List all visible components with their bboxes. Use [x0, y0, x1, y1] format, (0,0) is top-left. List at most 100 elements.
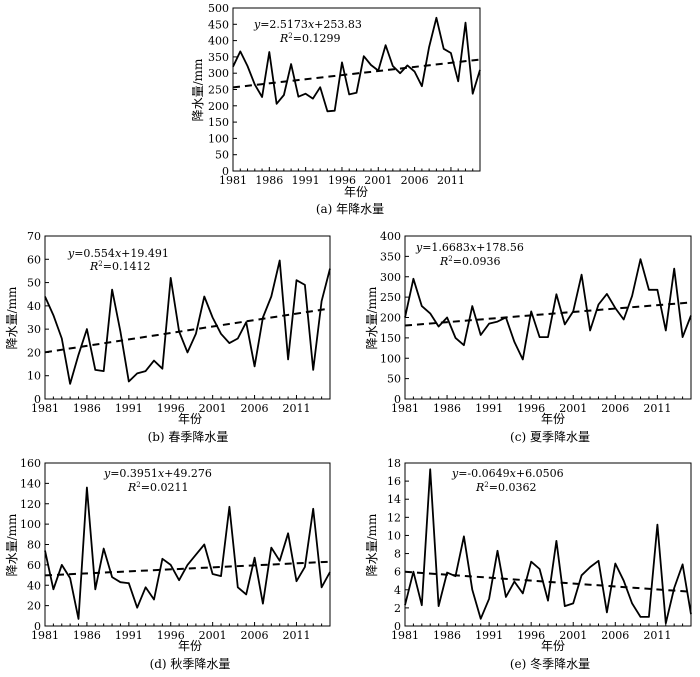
series-line — [44, 486, 331, 620]
r-squared: R2=0.1412 — [89, 260, 150, 273]
x-tick-label: 2001 — [364, 174, 392, 187]
y-tick-label: 250 — [208, 84, 229, 97]
y-tick-label: 60 — [27, 559, 41, 572]
y-tick-label: 300 — [380, 271, 401, 284]
y-tick-label: 300 — [208, 67, 229, 80]
r-squared: R2=0.0211 — [127, 481, 188, 494]
y-tick-label: 250 — [380, 291, 401, 304]
r-squared: R2=0.0362 — [475, 481, 536, 494]
chart-panel-d: 0 20 40 60 80 100 120 140 160 1981 1986 1991 1996 200… — [5, 457, 331, 671]
y-tick-label: 120 — [20, 498, 41, 511]
y-tick-label: 160 — [20, 457, 41, 470]
x-tick-label: 1986 — [433, 402, 461, 415]
plot-frame — [44, 235, 331, 400]
trend-line — [44, 307, 331, 354]
x-tick-label: 1991 — [292, 174, 320, 187]
trend-line — [404, 301, 692, 327]
y-tick-label: 40 — [27, 300, 41, 313]
x-tick-label: 1981 — [31, 402, 59, 415]
x-tick-label: 1981 — [391, 402, 419, 415]
y-tick-label: 150 — [208, 116, 229, 129]
y-axis-label: 降水量/mm — [365, 286, 379, 349]
x-tick-label: 1996 — [517, 402, 545, 415]
series-line — [404, 468, 692, 625]
y-axis-label: 降水量/mm — [5, 513, 19, 576]
series-line — [404, 258, 692, 361]
y-axis-label: 降水量/mm — [5, 286, 19, 349]
y-tick-label: 4 — [394, 584, 401, 597]
x-tick-label: 2011 — [437, 174, 465, 187]
y-tick-label: 50 — [215, 149, 229, 162]
y-tick-label: 10 — [387, 529, 401, 542]
r-squared: R2=0.1299 — [279, 32, 340, 45]
y-tick-label: 20 — [27, 346, 41, 359]
y-tick-label: 150 — [380, 332, 401, 345]
x-tick-label: 1981 — [391, 629, 419, 642]
regression-equation: y=-0.0649x+6.0506 — [451, 467, 564, 480]
y-tick-label: 2 — [394, 602, 401, 615]
x-tick-label: 2006 — [401, 174, 429, 187]
y-tick-label: 50 — [27, 277, 41, 290]
x-axis-label: 年份 — [178, 412, 202, 426]
x-tick-label: 2011 — [643, 402, 671, 415]
y-axis-label: 降水量/mm — [365, 513, 379, 576]
y-tick-label: 80 — [27, 539, 41, 552]
y-tick-label: 8 — [394, 548, 401, 561]
x-tick-label: 1996 — [328, 174, 356, 187]
chart-panel-c: 0 50 100 150 200 250 300 350 400 1981 1986 1991 1996… — [365, 230, 692, 444]
y-tick-label: 0 — [34, 620, 41, 633]
regression-equation: y=0.554x+19.491 — [67, 247, 169, 260]
y-tick-label: 100 — [380, 352, 401, 365]
regression-equation: y=1.6683x+178.56 — [415, 241, 524, 254]
chart-caption: (e) 冬季降水量 — [510, 656, 590, 671]
x-tick-label: 2011 — [643, 629, 671, 642]
x-tick-label: 1986 — [433, 629, 461, 642]
chart-caption: (c) 夏季降水量 — [510, 430, 590, 444]
x-tick-label: 2006 — [241, 629, 269, 642]
regression-equation: y=2.5173x+253.83 — [253, 18, 362, 31]
regression-equation: y=0.3951x+49.276 — [103, 467, 212, 480]
x-tick-label: 1991 — [475, 629, 503, 642]
series-line — [44, 259, 331, 385]
x-axis-label: 年份 — [541, 639, 565, 653]
y-tick-label: 0 — [394, 620, 401, 633]
y-tick-label: 40 — [27, 579, 41, 592]
chart-caption: (b) 春季降水量 — [148, 430, 229, 444]
y-tick-label: 450 — [208, 18, 229, 31]
y-tick-label: 200 — [380, 312, 401, 325]
x-tick-label: 1996 — [157, 402, 185, 415]
y-tick-label: 400 — [380, 230, 401, 243]
trend-line — [404, 570, 692, 593]
y-tick-label: 500 — [208, 2, 229, 15]
y-tick-label: 0 — [34, 393, 41, 406]
x-tick-label: 1986 — [73, 402, 101, 415]
x-axis-label: 年份 — [541, 412, 565, 426]
x-tick-label: 1991 — [115, 629, 143, 642]
x-axis-label: 年份 — [178, 639, 202, 653]
x-tick-label: 2001 — [199, 402, 227, 415]
y-tick-label: 20 — [27, 600, 41, 613]
y-tick-label: 0 — [222, 165, 229, 178]
y-tick-label: 6 — [394, 566, 401, 579]
y-tick-label: 70 — [27, 230, 41, 243]
x-tick-label: 1996 — [517, 629, 545, 642]
chart-caption: (d) 秋季降水量 — [150, 657, 231, 671]
x-tick-label: 2006 — [601, 402, 629, 415]
y-tick-label: 16 — [387, 475, 401, 488]
y-tick-label: 350 — [208, 51, 229, 64]
x-tick-label: 1991 — [115, 402, 143, 415]
y-tick-label: 12 — [387, 511, 401, 524]
x-tick-label: 2001 — [559, 402, 587, 415]
x-tick-label: 1991 — [475, 402, 503, 415]
r-squared: R2=0.0936 — [439, 255, 500, 268]
x-tick-label: 2006 — [601, 629, 629, 642]
x-tick-label: 1986 — [73, 629, 101, 642]
x-axis-label: 年份 — [344, 185, 368, 199]
y-tick-label: 60 — [27, 253, 41, 266]
y-tick-label: 200 — [208, 100, 229, 113]
chart-panel-b: 0 10 20 30 40 50 60 70 1981 1986 1991 1996 2001 2006 2… — [5, 230, 331, 444]
y-tick-label: 100 — [20, 518, 41, 531]
x-tick-label: 1981 — [219, 174, 247, 187]
chart-caption: (a) 年降水量 — [316, 202, 384, 216]
